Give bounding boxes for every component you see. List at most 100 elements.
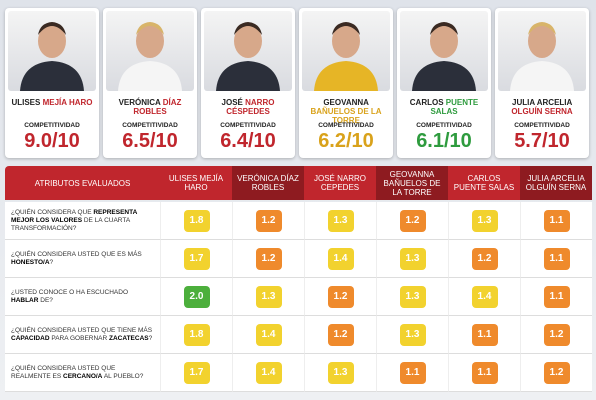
competitiveness-score: 9.0/10 — [24, 130, 80, 152]
score-cell: 1.2 — [232, 240, 304, 278]
question-part: AL PUEBLO? — [102, 372, 144, 380]
score-badge: 1.8 — [183, 323, 210, 346]
score-badge: 1.3 — [327, 361, 354, 384]
candidate-name: CARLOS PUENTE SALAS — [399, 98, 489, 116]
score-cell: 1.3 — [304, 202, 376, 240]
score-badge: 1.2 — [543, 323, 570, 346]
score-badge: 1.3 — [399, 247, 426, 270]
question-emphasis: REPRESENTA MEJOR LOS VALORES — [11, 208, 138, 224]
candidate-card: VERÓNICA DÍAZ ROBLES COMPETITIVIDAD 6.5/10 — [103, 8, 197, 158]
competitiveness-label: COMPETITIVIDAD — [318, 122, 374, 129]
score-cell: 1.8 — [160, 202, 232, 240]
last-name: OLGUÍN SERNA — [511, 107, 573, 116]
score-cell: 1.1 — [520, 202, 592, 240]
score-badge: 1.2 — [327, 285, 354, 308]
first-name: JULIA ARCELIA — [512, 98, 572, 107]
candidate-card: JULIA ARCELIA OLGUÍN SERNA COMPETITIVIDAD… — [495, 8, 589, 158]
question-part: DE? — [38, 296, 53, 304]
photo-silhouette — [510, 22, 574, 91]
score-badge: 1.8 — [183, 209, 210, 232]
question-emphasis: HONESTO/A — [11, 258, 50, 266]
question-part: ? — [49, 258, 54, 266]
competitiveness-score: 6.5/10 — [122, 130, 178, 152]
score-cell: 1.3 — [448, 202, 520, 240]
score-cell: 1.1 — [520, 278, 592, 316]
candidate-photo — [106, 11, 194, 91]
competitiveness-label: COMPETITIVIDAD — [416, 122, 472, 129]
score-cell: 1.1 — [520, 240, 592, 278]
question-part: ¿QUIÉN CONSIDERA USTED QUE TIENE MÁS — [11, 326, 153, 334]
score-badge: 1.4 — [255, 361, 282, 384]
table-header: ATRIBUTOS EVALUADOS — [5, 166, 160, 200]
question-part: DE LA CUARTA TRANSFORMACIÓN? — [11, 216, 130, 232]
last-name: MEJÍA HARO — [42, 98, 93, 107]
column-header: CARLOS PUENTE SALAS — [448, 166, 520, 200]
score-badge: 1.2 — [399, 209, 426, 232]
photo-silhouette — [314, 22, 378, 91]
competitiveness-label: COMPETITIVIDAD — [24, 122, 80, 129]
score-cell: 1.2 — [448, 240, 520, 278]
score-cell: 1.2 — [376, 202, 448, 240]
competitiveness-score: 6.1/10 — [416, 130, 472, 152]
column-header: JULIA ARCELIA OLGUÍN SERNA — [520, 166, 592, 200]
score-badge: 1.2 — [471, 247, 498, 270]
question-part: ¿QUIÉN CONSIDERA USTED QUE REALMENTE ES — [11, 364, 116, 380]
score-cell: 1.2 — [304, 278, 376, 316]
score-badge: 1.3 — [471, 209, 498, 232]
score-badge: 2.0 — [183, 285, 210, 308]
score-cell: 1.2 — [304, 316, 376, 354]
question-emphasis: CERCANO/A — [63, 372, 103, 380]
competitiveness-score: 5.7/10 — [514, 130, 570, 152]
question-text: ¿QUIÉN CONSIDERA USTED QUE TIENE MÁS CAP… — [11, 327, 154, 343]
candidate-card: CARLOS PUENTE SALAS COMPETITIVIDAD 6.1/10 — [397, 8, 491, 158]
first-name: ULISES — [11, 98, 41, 107]
question: ¿USTED CONOCE O HA ESCUCHADO HABLAR DE? — [5, 278, 160, 316]
score-badge: 1.1 — [399, 361, 426, 384]
first-name: VERÓNICA — [118, 98, 161, 107]
question-emphasis: HABLAR — [11, 296, 39, 304]
score-cell: 1.4 — [304, 240, 376, 278]
score-cell: 1.3 — [376, 240, 448, 278]
score-badge: 1.4 — [255, 323, 282, 346]
score-cell: 1.1 — [448, 316, 520, 354]
photo-silhouette — [20, 22, 84, 91]
question: ¿QUIÉN CONSIDERA USTED QUE REALMENTE ES … — [5, 354, 160, 392]
last-name: NARRO CÉSPEDES — [226, 98, 275, 116]
score-badge: 1.1 — [471, 361, 498, 384]
photo-silhouette — [118, 22, 182, 91]
score-badge: 1.7 — [183, 247, 210, 270]
score-badge: 1.1 — [543, 285, 570, 308]
score-cell: 1.4 — [232, 354, 304, 392]
score-badge: 1.4 — [327, 247, 354, 270]
column-header: ULISES MEJÍA HARO — [160, 166, 232, 200]
score-badge: 1.1 — [543, 209, 570, 232]
score-cell: 1.2 — [232, 202, 304, 240]
first-name: JOSÉ — [221, 98, 243, 107]
competitiveness-label: COMPETITIVIDAD — [122, 122, 178, 129]
candidate-name: JOSÉ NARRO CÉSPEDES — [203, 98, 293, 116]
score-cell: 1.3 — [376, 278, 448, 316]
score-cell: 1.7 — [160, 354, 232, 392]
question-part: ¿QUIÉN CONSIDERA USTED QUE ES MÁS — [11, 250, 142, 258]
question-text: ¿USTED CONOCE O HA ESCUCHADO HABLAR DE? — [11, 289, 154, 305]
score-badge: 1.3 — [399, 323, 426, 346]
score-cell: 1.3 — [232, 278, 304, 316]
score-badge: 1.2 — [543, 361, 570, 384]
score-badge: 1.3 — [327, 209, 354, 232]
question: ¿QUIÉN CONSIDERA QUE REPRESENTA MEJOR LO… — [5, 202, 160, 240]
score-badge: 1.4 — [471, 285, 498, 308]
competitiveness-score: 6.2/10 — [318, 130, 374, 152]
candidate-photo — [8, 11, 96, 91]
candidate-photo — [302, 11, 390, 91]
last-name: DÍAZ ROBLES — [133, 98, 182, 116]
question: ¿QUIÉN CONSIDERA USTED QUE TIENE MÁS CAP… — [5, 316, 160, 354]
score-cell: 1.3 — [376, 316, 448, 354]
score-cell: 1.1 — [448, 354, 520, 392]
question-part: ¿QUIÉN CONSIDERA QUE — [11, 208, 94, 216]
score-cell: 1.1 — [376, 354, 448, 392]
last-name: PUENTE SALAS — [430, 98, 479, 116]
score-cell: 1.2 — [520, 316, 592, 354]
score-badge: 1.3 — [255, 285, 282, 308]
candidate-name: ULISES MEJÍA HARO — [7, 98, 97, 107]
